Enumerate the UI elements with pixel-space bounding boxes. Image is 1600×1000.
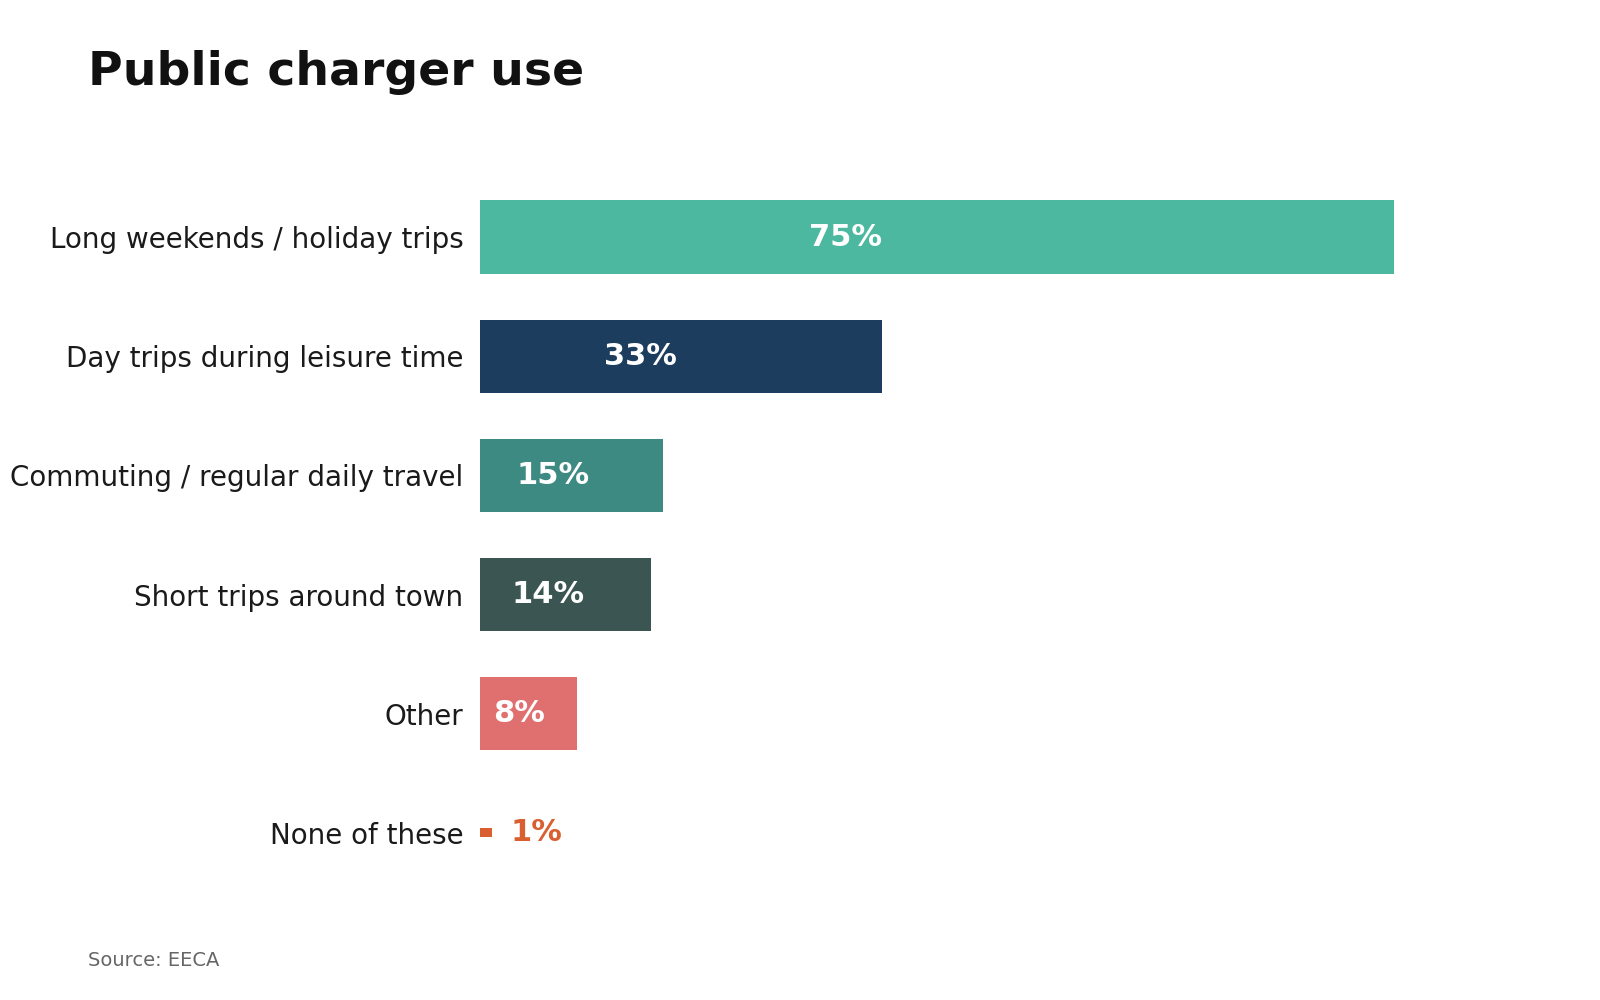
Bar [480, 200, 1394, 274]
Bar [480, 558, 651, 631]
Bar [480, 677, 578, 750]
Bar [480, 320, 882, 393]
Bar [480, 828, 493, 837]
Text: Public charger use: Public charger use [88, 50, 584, 95]
Text: 15%: 15% [517, 461, 590, 490]
Text: 14%: 14% [512, 580, 584, 609]
Text: 33%: 33% [605, 342, 677, 371]
Text: 1%: 1% [510, 818, 562, 847]
Text: 8%: 8% [493, 699, 546, 728]
Bar [480, 439, 662, 512]
Text: 75%: 75% [810, 223, 882, 252]
Text: Source: EECA: Source: EECA [88, 951, 219, 970]
